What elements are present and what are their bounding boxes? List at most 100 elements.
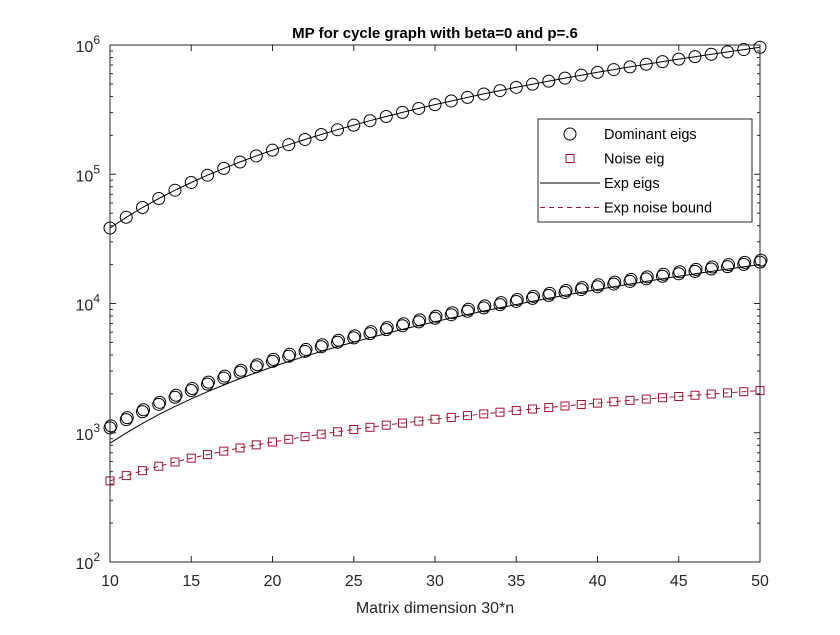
data-point-circle bbox=[509, 80, 523, 94]
data-point-circle bbox=[462, 302, 475, 316]
data-point-circle bbox=[201, 377, 214, 391]
data-point-circle bbox=[266, 143, 279, 157]
data-point-circle bbox=[282, 138, 296, 152]
data-point-circle bbox=[136, 405, 149, 419]
data-point-square bbox=[593, 398, 602, 408]
data-point-circle bbox=[624, 272, 638, 286]
data-point-square bbox=[333, 427, 342, 437]
chart-title: MP for cycle graph with beta=0 and p=.6 bbox=[292, 25, 578, 42]
y-tick-label: 106 bbox=[76, 33, 101, 56]
data-point-circle bbox=[184, 175, 198, 189]
data-point-circle bbox=[119, 210, 133, 224]
series-line-exp-noise-bound bbox=[109, 390, 761, 482]
data-point-circle bbox=[575, 281, 589, 295]
data-point-circle bbox=[607, 63, 621, 77]
data-point-circle bbox=[218, 369, 232, 383]
data-point-circle bbox=[607, 277, 621, 291]
data-point-circle bbox=[120, 411, 134, 425]
x-tick-label: 20 bbox=[264, 573, 282, 590]
data-point-circle bbox=[477, 87, 491, 101]
data-point-square bbox=[690, 390, 700, 400]
data-point-circle bbox=[347, 331, 361, 345]
data-point-circle bbox=[380, 321, 394, 335]
data-point-circle bbox=[738, 255, 752, 269]
data-point-circle bbox=[217, 371, 231, 385]
data-point-circle bbox=[363, 327, 377, 341]
data-point-circle bbox=[234, 363, 248, 377]
data-point-circle bbox=[445, 306, 459, 320]
data-point-circle bbox=[364, 325, 378, 339]
data-point-circle bbox=[526, 291, 539, 305]
x-axis-label: Matrix dimension 30*n bbox=[356, 600, 514, 617]
data-point-circle bbox=[412, 101, 426, 115]
data-point-circle bbox=[444, 308, 458, 322]
data-point-square bbox=[170, 457, 180, 467]
data-point-circle bbox=[461, 304, 474, 318]
data-point-circle bbox=[168, 390, 182, 404]
data-point-square bbox=[528, 404, 537, 414]
x-tick-label: 35 bbox=[507, 573, 525, 590]
data-point-circle bbox=[314, 127, 328, 141]
data-point-circle bbox=[672, 267, 686, 281]
data-point-circle bbox=[137, 403, 150, 417]
data-point-circle bbox=[397, 317, 410, 331]
data-point-circle bbox=[623, 60, 637, 74]
data-point-circle bbox=[704, 262, 718, 276]
data-point-circle bbox=[591, 65, 604, 79]
data-point-circle bbox=[185, 382, 199, 396]
data-point-circle bbox=[299, 342, 313, 356]
data-point-circle bbox=[510, 292, 524, 306]
data-point-circle bbox=[267, 352, 280, 366]
data-point-circle bbox=[461, 90, 474, 104]
data-point-circle bbox=[315, 338, 329, 352]
data-point-circle bbox=[477, 301, 491, 315]
data-point-square bbox=[251, 440, 261, 450]
data-point-circle bbox=[509, 294, 523, 308]
legend-circle-icon bbox=[563, 127, 577, 141]
data-point-circle bbox=[153, 395, 167, 409]
data-point-circle bbox=[722, 258, 735, 272]
data-point-circle bbox=[527, 289, 540, 303]
legend: Dominant eigs Noise eig Exp eigs Exp noise … bbox=[537, 118, 753, 223]
data-point-circle bbox=[592, 278, 605, 292]
data-point-circle bbox=[657, 267, 670, 281]
y-tick-label: 105 bbox=[76, 162, 101, 185]
data-point-circle bbox=[428, 98, 442, 112]
legend-entry-label: Exp noise bound bbox=[604, 201, 712, 217]
data-point-square bbox=[641, 394, 651, 404]
y-tick-label: 103 bbox=[76, 421, 101, 444]
data-point-circle bbox=[543, 286, 557, 300]
data-point-circle bbox=[721, 260, 734, 274]
data-point-square bbox=[479, 409, 489, 419]
data-point-square bbox=[609, 397, 619, 407]
data-point-circle bbox=[249, 360, 263, 374]
data-point-square bbox=[219, 446, 229, 456]
data-point-circle bbox=[688, 264, 702, 278]
data-point-square bbox=[349, 424, 359, 434]
data-point-circle bbox=[168, 183, 182, 197]
data-point-circle bbox=[217, 161, 231, 175]
y-tick-label: 104 bbox=[76, 292, 101, 315]
data-point-square bbox=[235, 443, 245, 453]
data-point-square bbox=[284, 434, 294, 444]
data-point-square bbox=[706, 389, 716, 399]
data-point-circle bbox=[542, 74, 556, 88]
data-point-circle bbox=[640, 270, 654, 284]
data-point-circle bbox=[493, 298, 507, 312]
data-point-circle bbox=[574, 68, 588, 82]
data-point-square bbox=[365, 422, 375, 432]
data-point-circle bbox=[363, 114, 377, 128]
data-point-square bbox=[138, 466, 147, 476]
data-point-circle bbox=[413, 313, 427, 327]
data-point-circle bbox=[558, 285, 572, 299]
data-point-square bbox=[739, 387, 749, 397]
data-point-square bbox=[544, 402, 554, 412]
data-point-square bbox=[121, 471, 131, 481]
data-point-circle bbox=[493, 84, 507, 98]
x-tick-label: 50 bbox=[751, 573, 769, 590]
data-point-circle bbox=[639, 57, 653, 71]
y-tick-label: 102 bbox=[76, 550, 101, 573]
data-point-circle bbox=[298, 344, 312, 358]
data-point-square bbox=[658, 393, 667, 403]
